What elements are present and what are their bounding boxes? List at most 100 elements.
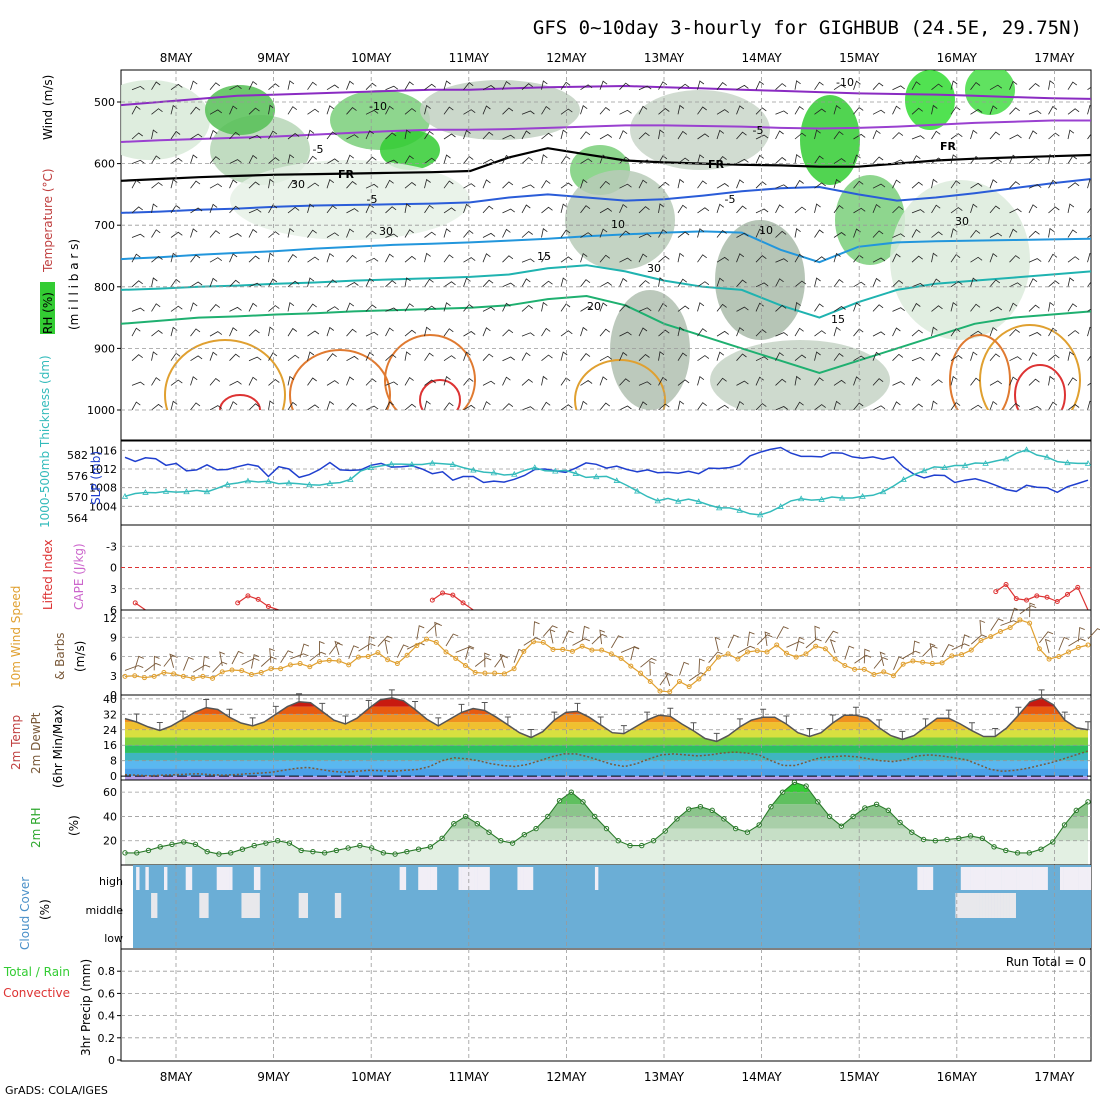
thickness-marker — [1023, 446, 1030, 453]
wind-barb — [502, 302, 511, 312]
wind-barb — [365, 331, 379, 337]
cloud-gap — [923, 867, 927, 890]
wind-barb — [443, 154, 451, 164]
wind-barb — [541, 132, 553, 140]
wind-barb-10m — [1077, 626, 1085, 642]
wind-barb-10m — [1039, 631, 1054, 644]
wind-barb — [248, 80, 258, 90]
wind-barb — [716, 256, 729, 263]
wind-barb-10m — [445, 633, 459, 647]
bottom-date-label: 11MAY — [449, 1070, 490, 1084]
panel-cloud-cover: high middle low Cloud Cover (%) — [18, 864, 1092, 950]
warm-loop — [164, 339, 286, 410]
rh-blob — [630, 90, 770, 170]
wind-barb — [541, 375, 548, 386]
contour-label: FR — [338, 168, 355, 181]
wind-barb — [833, 178, 841, 189]
bottom-date-label: 9MAY — [257, 1070, 290, 1084]
wind-barb — [677, 400, 685, 410]
wind-barb — [209, 109, 223, 115]
wind-barb — [638, 159, 652, 164]
cloud-row-label: high — [99, 875, 123, 888]
wind-barb — [716, 203, 725, 214]
contour-label: 30 — [379, 225, 393, 238]
wind-barb — [131, 354, 143, 361]
wind-barb — [775, 156, 787, 164]
cloud-gap — [222, 867, 227, 890]
wind-barb — [989, 279, 1001, 288]
cloud-gap — [967, 893, 971, 918]
contour-label: 30 — [955, 215, 969, 228]
wind-barb — [736, 232, 749, 238]
wind-barb — [287, 401, 298, 410]
wind-barb — [638, 132, 650, 140]
panel-cape-lifted-index: -3 0 3 6 Lifted Index CAPE (J/kg) — [41, 524, 1092, 617]
pressure-tick-label: 800 — [94, 281, 115, 294]
wind-barb — [521, 352, 531, 361]
wind-barb — [248, 181, 260, 189]
cloud-gap — [1072, 867, 1076, 890]
wind-barb — [833, 158, 846, 164]
wind-barb — [872, 405, 886, 410]
wind-barb — [911, 302, 921, 312]
wind-barb — [931, 130, 941, 140]
wind-barb — [248, 356, 262, 362]
wind-barb — [892, 159, 905, 164]
wind-barb — [970, 182, 983, 189]
wind-barb — [697, 281, 710, 288]
wind-barb — [677, 278, 688, 288]
wind-barb-10m — [134, 655, 144, 670]
cloud-gap — [976, 893, 980, 918]
wind-barb — [365, 204, 374, 214]
wind-barb — [521, 406, 535, 410]
wind-barb — [151, 377, 161, 386]
warm-loop — [384, 334, 476, 410]
wind-barb — [190, 106, 201, 115]
cloud-row-labels: high middle low — [85, 875, 123, 945]
wind-barb-10m — [951, 643, 970, 651]
wind-barb — [833, 352, 844, 361]
wind-barb — [521, 230, 533, 238]
wind-barb — [404, 377, 414, 386]
wind-barb — [911, 81, 921, 90]
wind-marker — [706, 666, 712, 672]
wind-barb — [463, 377, 474, 386]
ylabel-cloud: Cloud Cover — [18, 877, 32, 950]
wind-barb — [599, 355, 613, 362]
wind-barb — [892, 85, 905, 91]
wind-barb — [326, 380, 339, 386]
wind-barb — [638, 253, 648, 263]
wind-barb — [560, 229, 571, 238]
wind-barb — [950, 402, 961, 410]
wind-marker — [424, 636, 430, 642]
wind-barb — [833, 205, 844, 214]
wind-barb — [424, 326, 431, 337]
wind-barb — [1067, 129, 1075, 140]
cloud-gap — [219, 867, 224, 890]
wind-barb — [658, 303, 668, 312]
wind-barb — [580, 158, 593, 164]
wind-barb — [1028, 82, 1040, 90]
wind-barb — [950, 180, 961, 189]
wind-barb — [151, 182, 163, 189]
wind-barb — [599, 106, 611, 115]
wind-barb — [326, 306, 339, 312]
minmax-whisker — [180, 710, 187, 720]
cloud-gap — [474, 867, 478, 890]
wind-barb — [307, 330, 320, 337]
wind-barb — [1009, 356, 1022, 362]
top-date-label: 13MAY — [644, 51, 685, 65]
wind-barb — [658, 81, 668, 90]
wind-barb — [170, 379, 183, 386]
wind-barb — [658, 107, 670, 115]
wind-barb-10m — [893, 656, 905, 670]
wind-barb — [346, 208, 359, 214]
cloud-gap — [960, 867, 965, 890]
wind-barb — [1067, 277, 1075, 287]
contour-label: -5 — [367, 193, 378, 206]
wind-barb — [502, 107, 514, 115]
wind-barb — [775, 184, 789, 189]
thickness-marker — [797, 495, 805, 502]
wind-barb — [1067, 182, 1080, 189]
wind-barb — [463, 129, 471, 140]
